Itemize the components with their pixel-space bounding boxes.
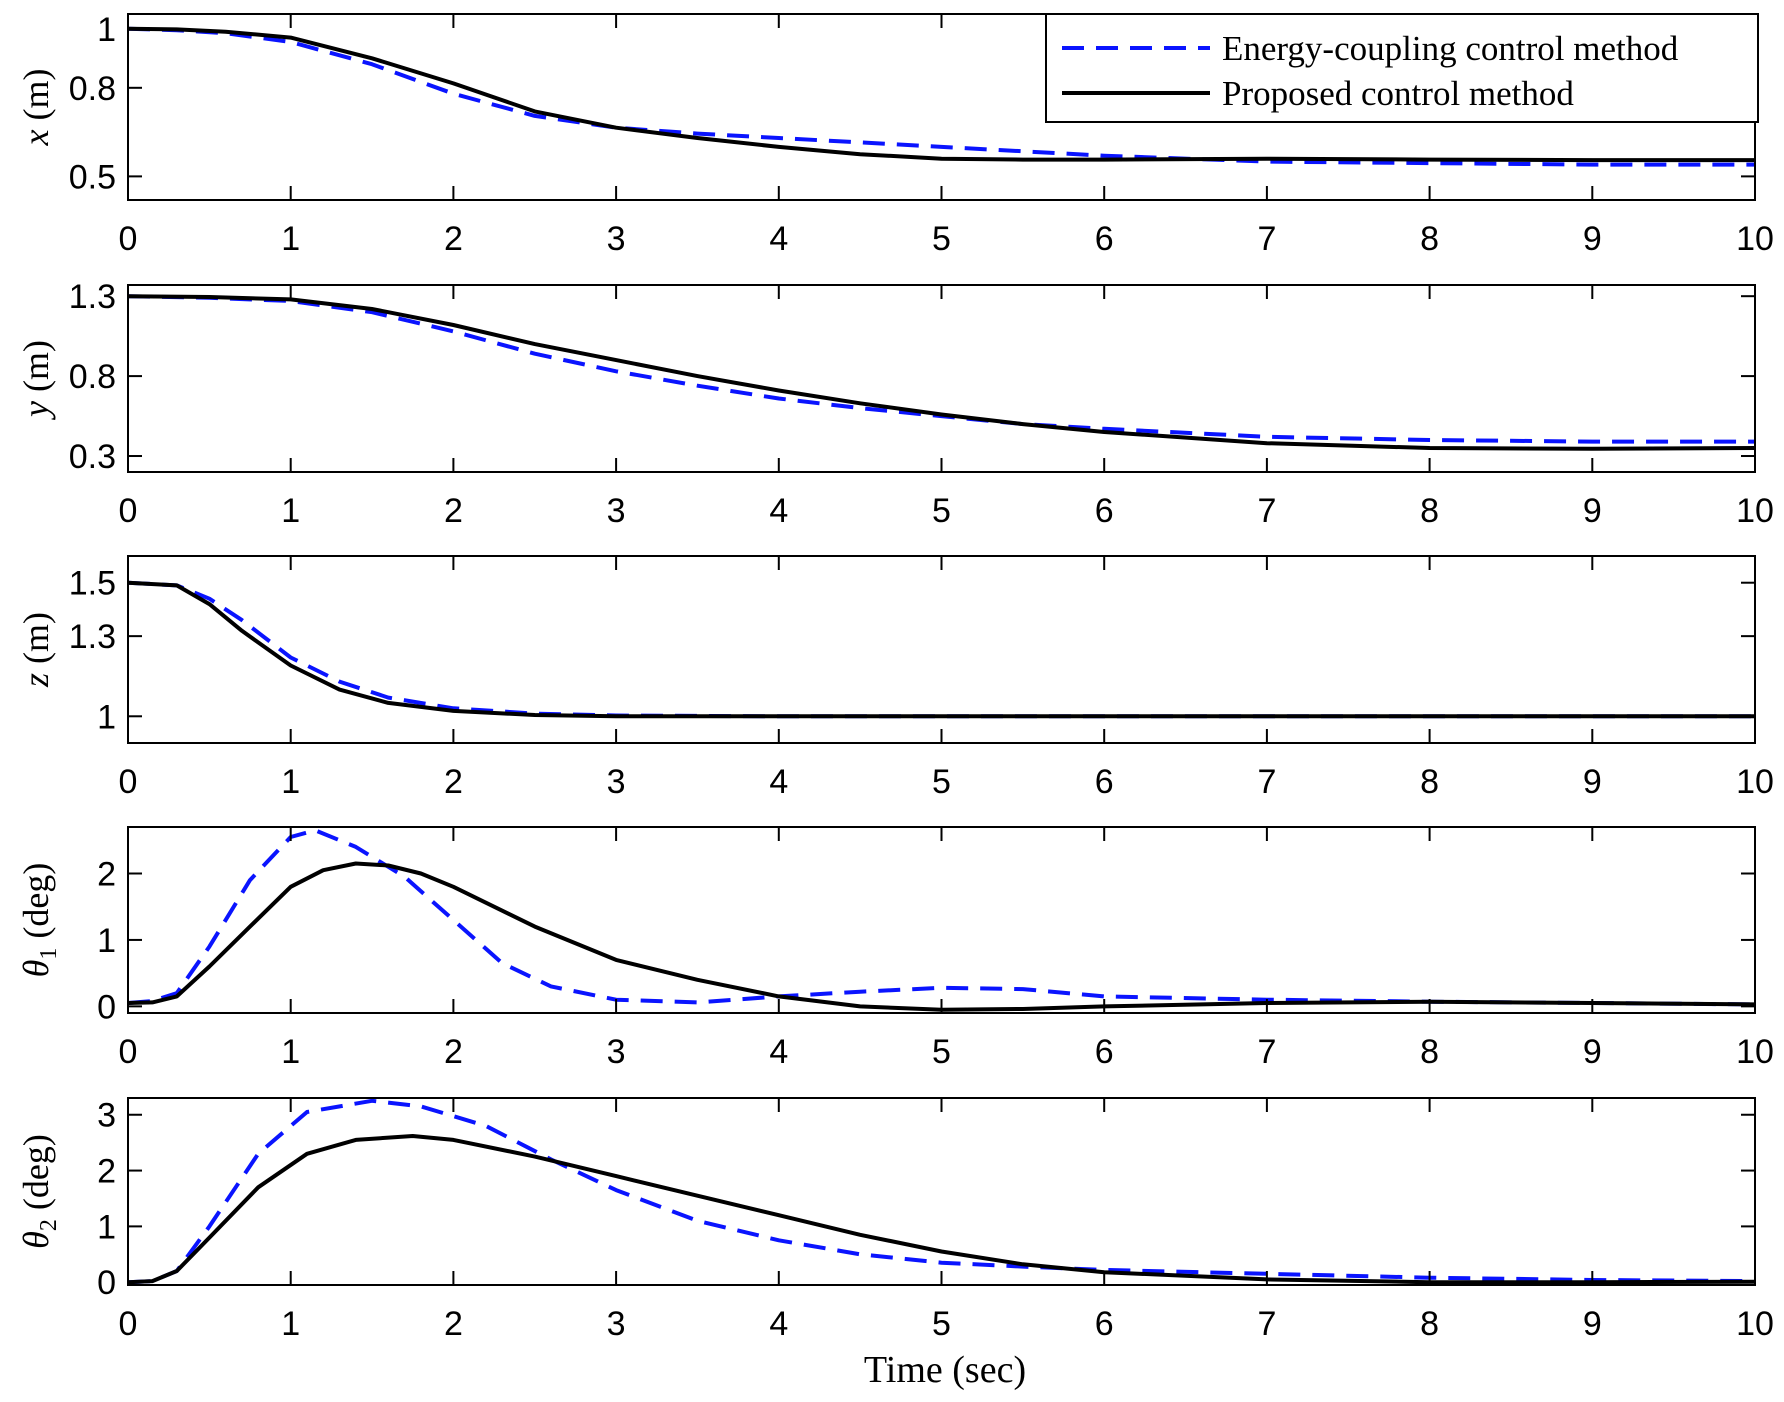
x-tick-label: 5 (932, 220, 951, 258)
legend-box (1045, 13, 1759, 123)
x-tick-label: 2 (444, 763, 463, 801)
x-tick-label: 0 (119, 492, 138, 530)
x-tick-label: 1 (281, 220, 300, 258)
x-tick-label: 6 (1095, 492, 1114, 530)
x-tick-label: 2 (444, 220, 463, 258)
x-tick-label: 0 (119, 1033, 138, 1071)
x-tick-label: 4 (769, 492, 788, 530)
x-tick-label: 6 (1095, 220, 1114, 258)
x-tick-label: 5 (932, 763, 951, 801)
x-tick-label: 6 (1095, 1305, 1114, 1343)
x-tick-label: 4 (769, 763, 788, 801)
x-tick-label: 10 (1736, 492, 1774, 530)
x-tick-label: 3 (607, 1033, 626, 1071)
x-tick-label: 10 (1736, 1033, 1774, 1071)
series-theta2-proposed (128, 1134, 1755, 1285)
x-tick-label: 10 (1736, 763, 1774, 801)
series-y-energy-coupling (128, 294, 1755, 444)
y-tick-label: 1.5 (69, 565, 116, 603)
series-x-proposed (128, 26, 1755, 163)
x-tick-label: 8 (1420, 492, 1439, 530)
panel-y: 0 1 2 3 4 5 6 7 8 9 10 0.3 0.8 1.3 y (m) (16, 278, 1774, 530)
y-axis-label-y: y (m) (16, 340, 56, 420)
y-tick-label: 1.3 (69, 278, 116, 316)
x-tick-label: 9 (1583, 1033, 1602, 1071)
panel-theta1: 0 1 2 3 4 5 6 7 8 9 10 0 1 2 θ1 (deg) (16, 826, 1774, 1071)
x-tick-label: 3 (607, 492, 626, 530)
x-tick-label: 1 (281, 492, 300, 530)
x-tick-label: 8 (1420, 763, 1439, 801)
x-tick-label: 7 (1257, 220, 1276, 258)
x-tick-label: 4 (769, 220, 788, 258)
y-tick-label: 3 (97, 1097, 116, 1135)
y-tick-label: 1 (97, 11, 116, 49)
x-tick-label: 4 (769, 1305, 788, 1343)
x-tick-label: 9 (1583, 1305, 1602, 1343)
axes-box-theta1 (127, 826, 1756, 1014)
x-tick-label: 1 (281, 763, 300, 801)
series-z-energy-coupling (128, 580, 1755, 719)
x-tick-label: 8 (1420, 220, 1439, 258)
x-tick-label: 2 (444, 1305, 463, 1343)
axes-box-theta2 (127, 1097, 1756, 1286)
x-tick-label: 3 (607, 763, 626, 801)
x-tick-label: 2 (444, 492, 463, 530)
x-tick-label: 5 (932, 492, 951, 530)
x-tick-label: 9 (1583, 763, 1602, 801)
y-tick-label: 0.3 (69, 438, 116, 476)
series-x-energy-coupling (128, 26, 1755, 167)
x-tick-label: 1 (281, 1033, 300, 1071)
series-theta2-energy-coupling (128, 1098, 1755, 1285)
y-tick-label: 0.5 (69, 158, 116, 196)
panel-x: 0 1 2 3 4 5 6 7 8 9 10 0.5 0.8 1 x (m) (16, 11, 1774, 258)
y-tick-label: 1 (97, 698, 116, 736)
x-tick-label: 7 (1257, 1305, 1276, 1343)
legend-label-proposed: Proposed control method (1222, 74, 1574, 113)
x-tick-label: 10 (1736, 220, 1774, 258)
x-tick-label: 5 (932, 1305, 951, 1343)
x-tick-label: 10 (1736, 1305, 1774, 1343)
y-tick-label: 0.8 (69, 358, 116, 396)
x-tick-label: 4 (769, 1033, 788, 1071)
series-y-proposed (128, 294, 1755, 451)
x-tick-label: 0 (119, 763, 138, 801)
panel-theta2: 0 1 2 3 4 5 6 7 8 9 10 0 1 2 3 θ2 (deg) (16, 1097, 1774, 1343)
y-tick-label: 1 (97, 922, 116, 960)
x-tick-label: 6 (1095, 763, 1114, 801)
legend-label-energy-coupling: Energy-coupling control method (1222, 29, 1679, 68)
x-tick-label: 9 (1583, 220, 1602, 258)
y-axis-label-z: z (m) (16, 612, 56, 688)
x-axis-label: Time (sec) (864, 1349, 1026, 1391)
x-tick-label: 3 (607, 1305, 626, 1343)
x-tick-label: 9 (1583, 492, 1602, 530)
x-tick-label: 7 (1257, 492, 1276, 530)
x-tick-label: 1 (281, 1305, 300, 1343)
y-tick-label: 0.8 (69, 70, 116, 108)
x-tick-label: 0 (119, 1305, 138, 1343)
x-tick-label: 8 (1420, 1305, 1439, 1343)
y-axis-label-x: x (m) (16, 69, 56, 147)
series-theta1-energy-coupling (128, 828, 1755, 1007)
x-tick-label: 7 (1257, 1033, 1276, 1071)
x-tick-label: 5 (932, 1033, 951, 1071)
x-tick-label: 8 (1420, 1033, 1439, 1071)
y-tick-label: 2 (97, 856, 116, 894)
x-tick-label: 6 (1095, 1033, 1114, 1071)
x-tick-label: 7 (1257, 763, 1276, 801)
series-z-proposed (128, 580, 1755, 719)
y-tick-label: 0 (97, 1264, 116, 1302)
y-tick-label: 0 (97, 988, 116, 1026)
y-tick-label: 2 (97, 1153, 116, 1191)
y-tick-label: 1 (97, 1208, 116, 1246)
series-theta1-proposed (128, 861, 1755, 1012)
x-tick-label: 2 (444, 1033, 463, 1071)
y-tick-label: 1.3 (69, 618, 116, 656)
y-axis-label-theta1: θ1 (deg) (16, 863, 62, 978)
y-axis-label-theta2: θ2 (deg) (16, 1134, 62, 1249)
x-tick-label: 3 (607, 220, 626, 258)
x-tick-label: 0 (119, 220, 138, 258)
legend: Energy-coupling control method Proposed … (1045, 13, 1759, 123)
